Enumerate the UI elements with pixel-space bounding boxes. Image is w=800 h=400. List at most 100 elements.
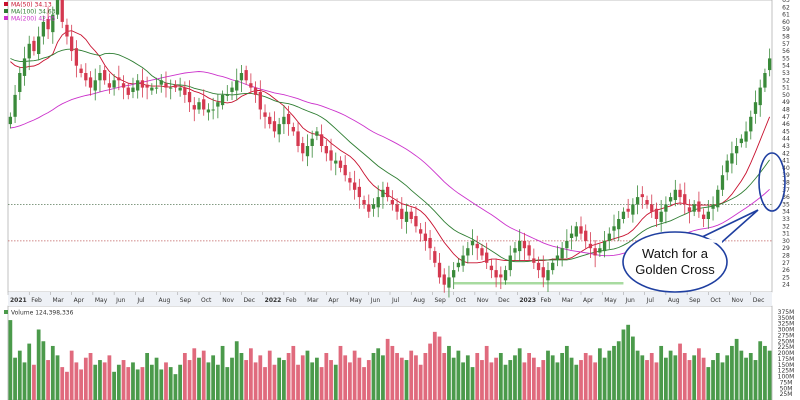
candle-body — [277, 124, 281, 135]
volume-bar — [607, 350, 612, 400]
candle-body — [164, 83, 168, 88]
date-tick-label: Nov — [477, 297, 489, 304]
volume-bar — [447, 345, 451, 400]
candle-body — [739, 138, 743, 144]
candle-body — [282, 116, 286, 125]
volume-bar — [32, 364, 36, 400]
candle-body — [13, 94, 17, 117]
volume-bar — [564, 345, 569, 400]
volume-bar — [41, 341, 46, 400]
candle-body — [74, 48, 79, 66]
candle-body — [513, 248, 517, 253]
candle-body — [428, 237, 432, 249]
date-tick-label: Mar — [307, 297, 319, 304]
volume-bar — [475, 353, 480, 400]
candle-body — [352, 182, 357, 190]
price-tick-label: 55 — [782, 55, 790, 62]
candle-body — [70, 36, 74, 52]
volume-bar — [17, 350, 22, 400]
volume-bar — [173, 374, 178, 400]
candle-body — [324, 146, 328, 154]
date-tick-label: Jul — [646, 297, 655, 304]
candle-body — [121, 83, 126, 88]
candle-body — [598, 248, 602, 253]
volume-bar — [121, 360, 126, 400]
candle-body — [617, 219, 621, 230]
volume-bar — [711, 360, 715, 400]
candle-body — [305, 146, 310, 157]
volume-bar — [409, 350, 414, 400]
price-tick-label: 38 — [782, 180, 790, 187]
volume-tick-label: 325M — [778, 321, 795, 328]
price-tick-label: 32 — [782, 223, 790, 230]
volume-bar — [531, 357, 536, 400]
volume-bar — [602, 357, 607, 400]
price-tick-label: 48 — [782, 107, 790, 114]
volume-bar — [220, 345, 225, 400]
volume-tick-label: 275M — [778, 332, 795, 339]
candle-body — [763, 73, 767, 88]
candle-body — [650, 204, 654, 212]
date-tick-label: Dec — [498, 297, 510, 304]
price-tick-label: 36 — [782, 194, 790, 201]
volume-bar — [541, 360, 546, 400]
volume-bar — [522, 362, 527, 400]
volume-bar — [107, 355, 112, 400]
legend-ma100: MA(100) 34.63 — [11, 9, 56, 16]
date-tick-label: Sep — [180, 297, 192, 304]
date-tick-label: 2022 — [265, 297, 282, 304]
candle-body — [159, 80, 163, 85]
volume-bar — [239, 353, 244, 400]
price-tick-label: 42 — [782, 150, 790, 157]
date-tick-label: Jul — [136, 297, 145, 304]
volume-bar — [550, 355, 555, 400]
price-tick-label: 31 — [782, 231, 790, 238]
candle-body — [744, 131, 748, 142]
volume-bar — [116, 364, 121, 400]
price-tick-label: 57 — [782, 41, 790, 48]
candle-body — [8, 116, 13, 125]
volume-bar — [390, 345, 395, 400]
candle-body — [315, 131, 319, 136]
price-tick-label: 34 — [782, 209, 790, 216]
price-tick-label: 49 — [782, 99, 790, 106]
volume-bar — [206, 362, 211, 400]
price-tick-label: 46 — [782, 121, 790, 128]
candle-body — [673, 189, 677, 201]
volume-bar — [692, 355, 697, 400]
candle-body — [249, 83, 253, 88]
volume-bar — [414, 355, 418, 400]
candle-body — [518, 240, 522, 252]
candle-body — [433, 251, 437, 263]
volume-bar — [597, 348, 602, 400]
candle-body — [635, 197, 640, 205]
legend-swatch-ma50 — [4, 2, 8, 6]
volume-bar — [201, 350, 206, 400]
candle-body — [145, 84, 149, 88]
price-tick-label: 51 — [782, 85, 790, 92]
price-tick-label: 41 — [782, 158, 790, 165]
candle-body — [46, 18, 50, 30]
candle-body — [470, 240, 475, 246]
volume-bar — [93, 364, 98, 400]
candle-body — [419, 229, 423, 234]
candle-body — [626, 208, 630, 212]
candle-body — [88, 77, 93, 88]
candle-body — [414, 216, 418, 227]
candle-body — [579, 226, 583, 234]
price-tick-label: 61 — [782, 12, 790, 19]
volume-bar — [135, 369, 140, 400]
volume-bar — [442, 353, 447, 400]
volume-bar — [286, 353, 291, 400]
volume-bar — [517, 348, 522, 400]
candle-body — [84, 73, 88, 81]
volume-bar — [272, 364, 277, 400]
date-tick-label: Dec — [243, 297, 255, 304]
volume-bar — [593, 362, 598, 400]
date-axis-band — [8, 292, 772, 306]
candle-body — [678, 189, 682, 198]
candle-body — [150, 87, 154, 91]
volume-bar — [50, 345, 55, 400]
date-tick-label: Aug — [668, 297, 680, 304]
volume-bar — [225, 367, 230, 400]
